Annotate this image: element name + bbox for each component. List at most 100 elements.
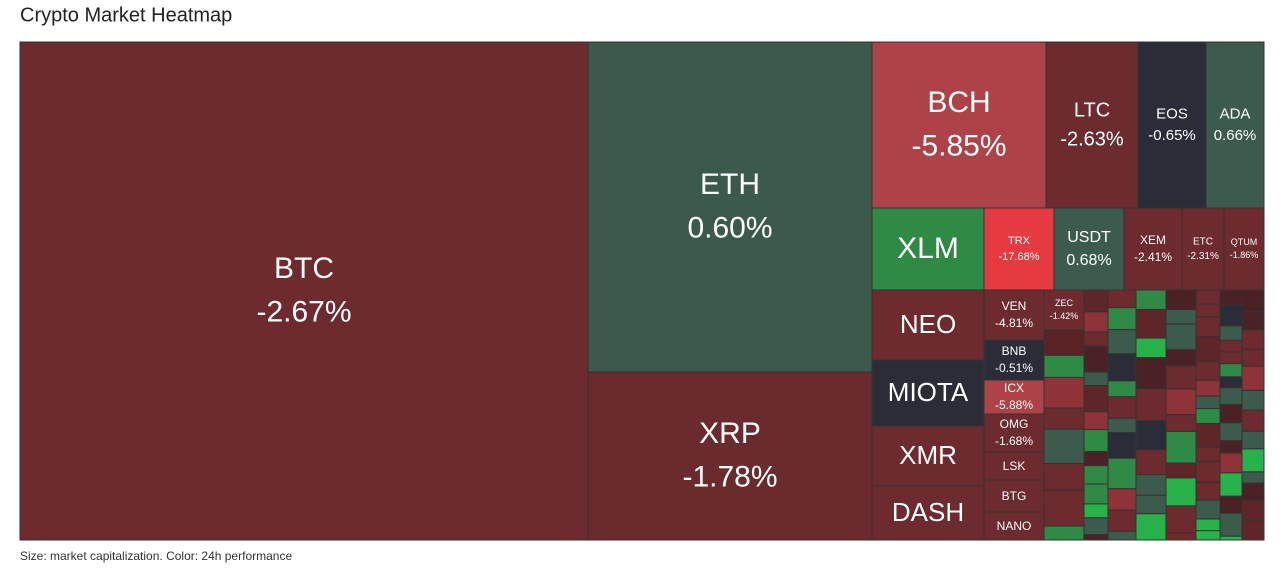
small-tile <box>1241 448 1265 473</box>
small-tile <box>1195 360 1221 381</box>
small-tile <box>1107 396 1137 419</box>
small-tile <box>1165 505 1197 534</box>
small-tile <box>1083 331 1109 347</box>
small-tile <box>1135 420 1167 451</box>
small-tile <box>1165 349 1197 367</box>
small-tile <box>1195 303 1221 318</box>
footer: Size: market capitalization. Color: 24h … <box>20 549 292 563</box>
small-tile <box>1107 329 1137 355</box>
small-tile <box>1219 422 1243 442</box>
small-tile <box>1195 395 1221 410</box>
small-tile <box>1241 471 1265 484</box>
tile-label: USDT <box>1067 229 1111 246</box>
small-tile <box>1241 365 1265 391</box>
small-tile <box>1219 325 1243 341</box>
small-tile <box>1195 481 1221 501</box>
small-tile <box>1219 351 1243 365</box>
tile-label: BTC <box>274 252 334 285</box>
tile <box>1123 207 1183 291</box>
small-tile <box>1219 512 1243 537</box>
tile <box>1043 289 1085 331</box>
small-tile <box>1135 513 1167 541</box>
tile-change: -1.86% <box>1230 250 1259 260</box>
small-tile <box>1195 499 1221 520</box>
small-tile <box>1083 371 1109 387</box>
tile <box>871 485 985 541</box>
small-tile <box>1195 460 1221 483</box>
small-tile <box>1165 477 1197 507</box>
tile-label: XMR <box>899 440 957 470</box>
tile <box>871 207 985 291</box>
small-tile <box>1083 429 1109 453</box>
tile-label: LTC <box>1074 99 1110 121</box>
tile <box>1053 207 1125 291</box>
small-tile <box>1241 499 1265 521</box>
small-tile <box>1083 483 1109 505</box>
tile <box>983 451 1045 481</box>
small-tile <box>1135 308 1167 339</box>
small-tile <box>1219 387 1243 406</box>
small-tile <box>1135 494 1167 515</box>
tile-label: BCH <box>927 86 990 119</box>
small-tile <box>1043 525 1085 541</box>
tile <box>871 41 1047 209</box>
tile <box>587 41 873 373</box>
small-tile <box>1241 311 1265 331</box>
tile-label: MIOTA <box>888 377 969 407</box>
small-tile <box>1241 519 1265 541</box>
small-tile <box>1135 337 1167 359</box>
tile <box>983 379 1045 415</box>
small-tile <box>1107 417 1137 434</box>
small-tile <box>1107 353 1137 382</box>
small-tile <box>1241 329 1265 350</box>
tile-label: ICX <box>1004 381 1024 395</box>
small-tile <box>1195 530 1221 541</box>
small-tile <box>1043 489 1085 527</box>
small-tile <box>1219 304 1243 327</box>
tile-label: EOS <box>1156 105 1188 122</box>
small-tile <box>1107 509 1137 532</box>
tile <box>19 41 589 541</box>
small-tile <box>1043 428 1085 465</box>
tile <box>983 289 1045 341</box>
small-tile <box>1043 407 1085 430</box>
small-tile <box>1241 409 1265 432</box>
small-tile <box>1219 376 1243 389</box>
tile <box>1223 207 1265 291</box>
tile-change: -1.68% <box>995 434 1033 448</box>
small-tile <box>1219 440 1243 454</box>
small-tile <box>1195 446 1221 462</box>
small-tile <box>1165 462 1197 479</box>
tile-change: -2.67% <box>256 295 351 328</box>
tile <box>871 425 985 487</box>
small-tile <box>1083 385 1109 413</box>
tile-label: VEN <box>1002 299 1027 313</box>
tile-label: BNB <box>1002 344 1027 358</box>
tile-label: ZEC <box>1055 298 1074 308</box>
tile-label: DASH <box>892 497 964 527</box>
tile <box>1181 207 1225 291</box>
small-tile <box>1083 311 1109 333</box>
small-tile <box>1195 408 1221 425</box>
small-tile <box>1241 389 1265 411</box>
small-tile <box>1195 518 1221 532</box>
small-tile <box>1165 309 1197 325</box>
small-tile <box>1241 430 1265 450</box>
tile-change: -2.63% <box>1060 128 1124 150</box>
small-tile <box>1107 457 1137 490</box>
tile-change: -4.81% <box>995 316 1033 330</box>
tile-change: 0.68% <box>1066 252 1111 269</box>
small-tile <box>1219 472 1243 497</box>
tile <box>1137 41 1207 209</box>
small-tile <box>1165 388 1197 416</box>
tile-label: OMG <box>1000 417 1029 431</box>
tile-label: NANO <box>997 519 1032 533</box>
tile-change: -0.65% <box>1148 127 1196 144</box>
small-tile <box>1135 289 1167 310</box>
tile-label: XRP <box>699 417 761 450</box>
tile-label: ETC <box>1193 237 1213 248</box>
tile-change: -1.42% <box>1050 311 1079 321</box>
tile-label: ADA <box>1220 105 1251 122</box>
tile-change: -2.41% <box>1134 250 1172 264</box>
